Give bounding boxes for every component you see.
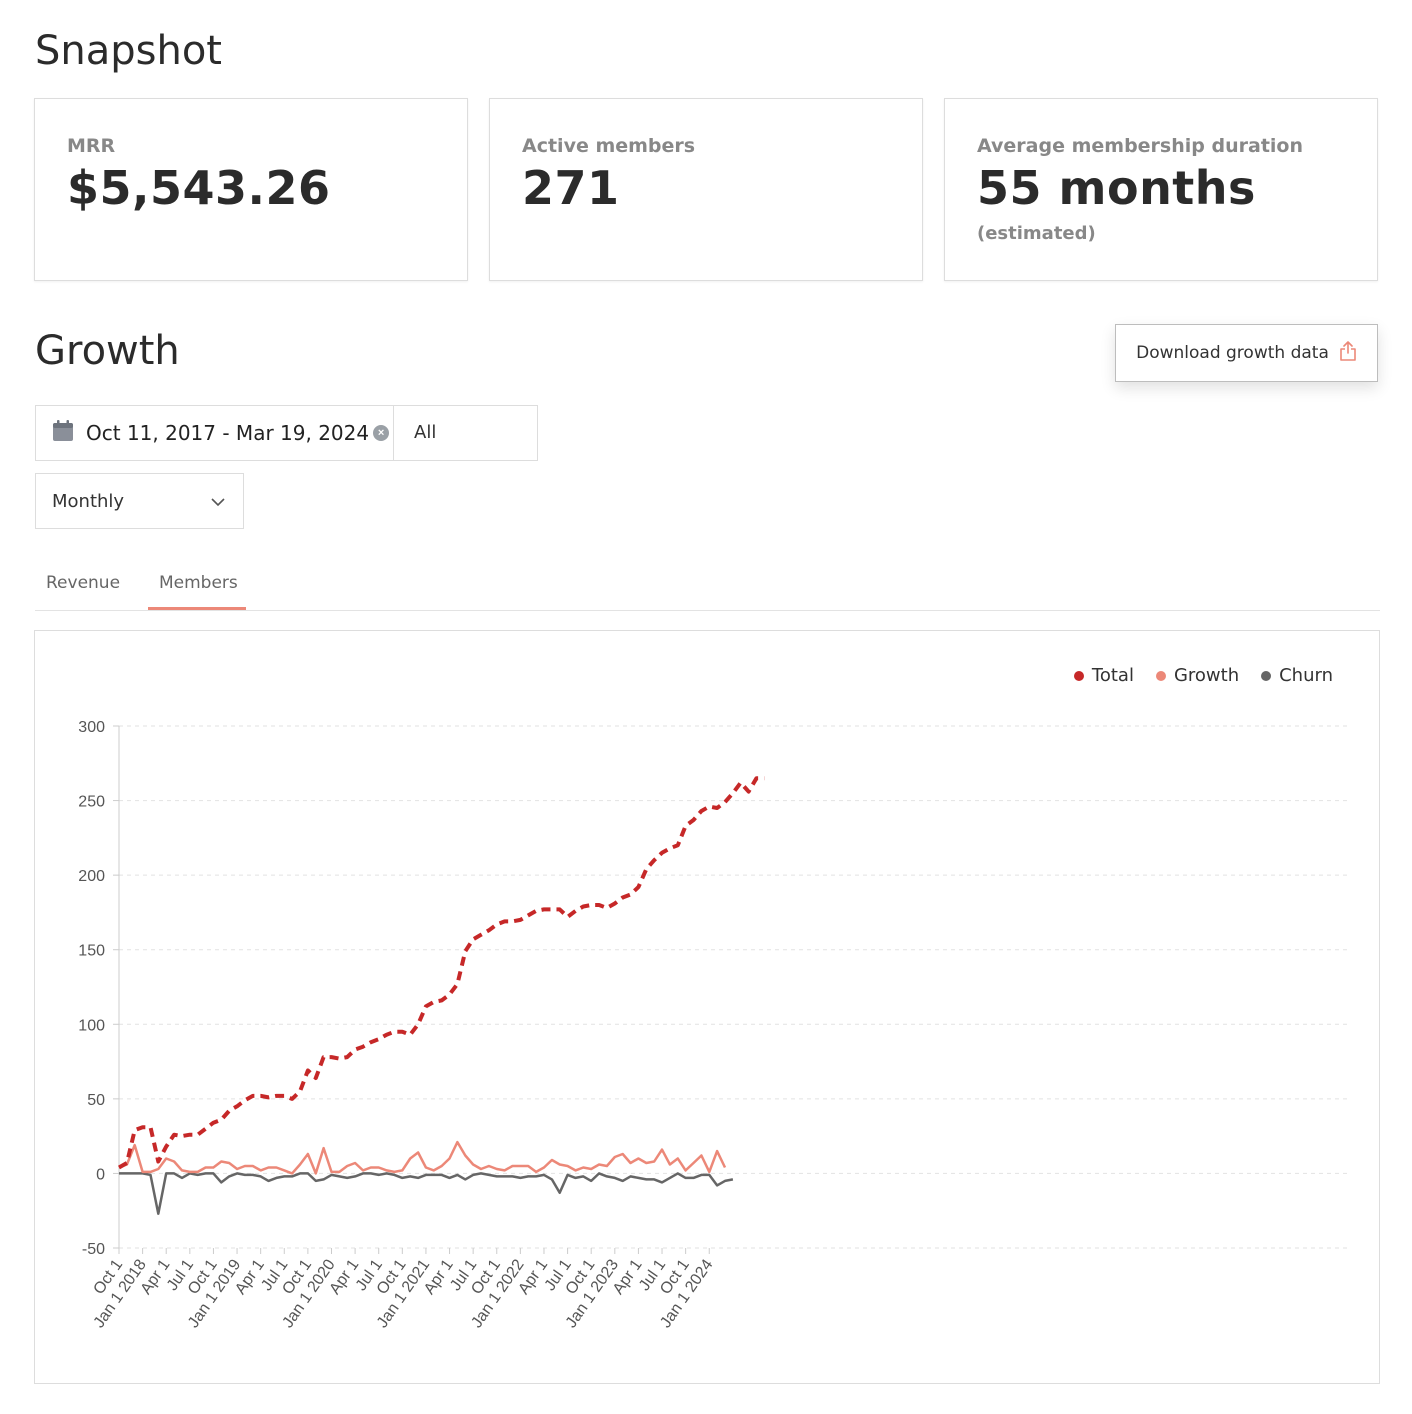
y-tick-label: 200 bbox=[78, 868, 105, 885]
date-filter-bar: Oct 11, 2017 - Mar 19, 2024 × All bbox=[35, 405, 538, 461]
snapshot-title: Snapshot bbox=[35, 28, 222, 74]
chevron-down-icon bbox=[211, 491, 225, 512]
membership-duration-label: Average membership duration bbox=[977, 135, 1303, 157]
period-select-value: Monthly bbox=[52, 490, 125, 512]
legend-label-total: Total bbox=[1091, 665, 1134, 686]
growth-title: Growth bbox=[35, 328, 180, 374]
membership-duration-card: Average membership duration 55 months (e… bbox=[944, 98, 1378, 281]
total-series-line bbox=[118, 776, 765, 1170]
y-tick-label: 300 bbox=[78, 719, 105, 736]
calendar-icon bbox=[52, 419, 74, 447]
legend-dot-growth bbox=[1155, 670, 1166, 681]
y-tick-label: 150 bbox=[78, 943, 105, 960]
active-members-value: 271 bbox=[522, 161, 620, 215]
period-select[interactable]: Monthly bbox=[35, 473, 244, 529]
legend-item-total[interactable]: Total bbox=[1073, 665, 1134, 686]
tab-members[interactable]: Members bbox=[159, 573, 238, 593]
chart-tabs: Revenue Members bbox=[35, 560, 1380, 611]
legend-item-growth[interactable]: Growth bbox=[1155, 665, 1240, 686]
churn-series-line bbox=[119, 1172, 734, 1215]
membership-duration-value: 55 months bbox=[977, 161, 1256, 215]
active-tab-indicator bbox=[148, 607, 246, 610]
membership-duration-note: (estimated) bbox=[977, 223, 1096, 244]
y-tick-label: -50 bbox=[82, 1241, 105, 1258]
y-tick-label: 0 bbox=[96, 1166, 105, 1183]
download-growth-data-button[interactable]: Download growth data bbox=[1115, 324, 1378, 382]
mrr-value: $5,543.26 bbox=[67, 161, 331, 215]
legend-label-growth: Growth bbox=[1173, 665, 1240, 686]
filter-select[interactable]: All bbox=[414, 422, 437, 443]
y-tick-label: 100 bbox=[78, 1017, 105, 1034]
y-tick-label: 50 bbox=[87, 1092, 105, 1109]
date-range-text: Oct 11, 2017 - Mar 19, 2024 bbox=[86, 421, 370, 445]
legend-label-churn: Churn bbox=[1279, 665, 1333, 686]
legend-dot-total bbox=[1073, 670, 1084, 681]
download-growth-data-label: Download growth data bbox=[1136, 343, 1329, 363]
tab-revenue[interactable]: Revenue bbox=[46, 573, 121, 593]
export-icon bbox=[1339, 340, 1357, 366]
active-members-card: Active members 271 bbox=[489, 98, 923, 281]
active-members-label: Active members bbox=[522, 135, 696, 157]
mrr-card: MRR $5,543.26 bbox=[34, 98, 468, 281]
y-tick-label: 250 bbox=[78, 794, 105, 811]
chart-legend: Total Growth Churn bbox=[1073, 665, 1333, 686]
mrr-label: MRR bbox=[67, 135, 116, 157]
legend-item-churn[interactable]: Churn bbox=[1261, 665, 1333, 686]
growth-series-line bbox=[118, 1140, 727, 1175]
members-chart-panel: Total Growth Churn 300 250 200 150 100 50 0 -50… bbox=[34, 630, 1380, 1384]
clear-date-icon[interactable]: × bbox=[373, 425, 390, 441]
date-range-picker[interactable]: Oct 11, 2017 - Mar 19, 2024 × bbox=[36, 406, 394, 460]
legend-dot-churn bbox=[1261, 670, 1272, 681]
